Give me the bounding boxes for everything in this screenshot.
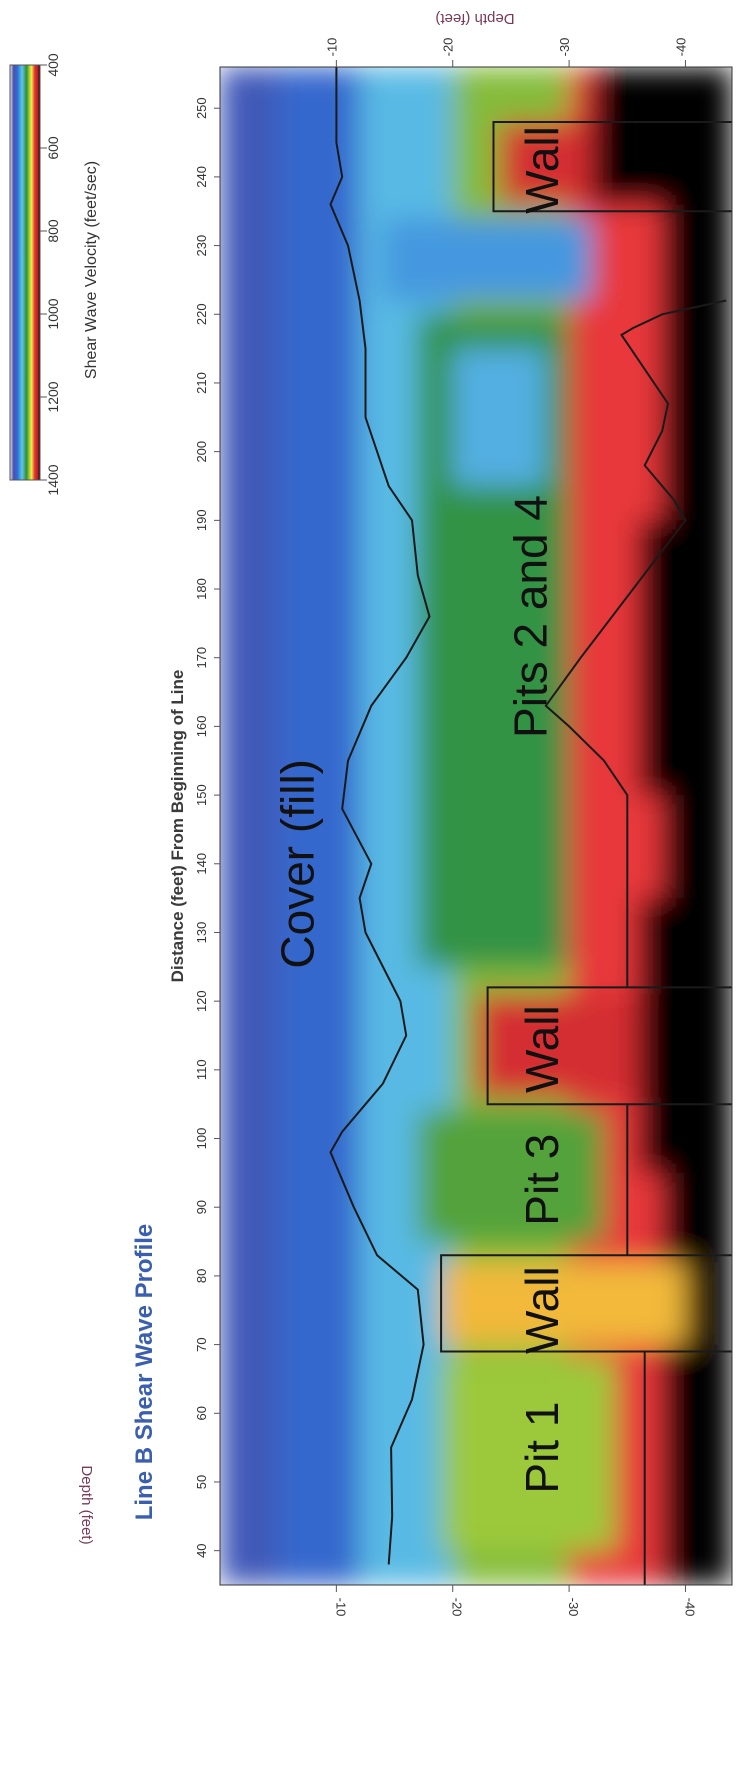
wall-fill (592, 67, 732, 205)
x-tick-label: 150 (194, 784, 209, 806)
pit-fill (441, 1358, 616, 1551)
wall-outline (440, 1254, 732, 1353)
x-tick-label: 230 (194, 235, 209, 257)
x-tick-label: 100 (194, 1128, 209, 1150)
pit-soft-zone (452, 348, 546, 486)
x-tick-label: 180 (194, 578, 209, 600)
cover-boundary-line (329, 67, 431, 1565)
pits-bottom-line (544, 299, 727, 988)
deep-zone (638, 520, 732, 796)
chart-title: Line B Shear Wave Profile (131, 1224, 158, 1521)
wall-fill (441, 1262, 686, 1345)
velocity-band (220, 67, 279, 1585)
colorbar: 400 600 800 1000 1200 1400 Shear Wave Velocit… (9, 53, 100, 496)
colorbar-ticks: 400 600 800 1000 1200 1400 (40, 53, 61, 496)
x-tick-label: 80 (194, 1269, 209, 1283)
x-tick-label: 170 (194, 647, 209, 669)
y-axis-left-ticks: -10 -20 -30 -40 (333, 1585, 698, 1617)
annotation-label: Wall (516, 1266, 568, 1354)
colorbar-tick-label: 800 (45, 219, 61, 243)
annotations: Cover (fill) Pit 1 Wall Pit 3 Wall Pits 2 and… (272, 126, 568, 1493)
y-tick-label-right: -30 (557, 38, 572, 57)
velocity-field (220, 67, 732, 1585)
x-tick-label: 200 (194, 441, 209, 463)
x-tick-label: 110 (194, 1059, 209, 1080)
annotation-label: Wall (516, 126, 568, 214)
y-tick-label-left: -10 (333, 1598, 348, 1617)
annotation-label: Wall (516, 1005, 568, 1093)
wall-outline (486, 986, 732, 1106)
x-tick-label: 40 (194, 1543, 209, 1557)
colorbar-tick-label: 400 (45, 53, 61, 77)
x-axis-label: Distance (feet) From Beginning of Line (168, 670, 187, 983)
y-tick-label-left: -40 (683, 1598, 698, 1617)
y-axis-label-right: Depth (feet) (435, 10, 514, 27)
x-tick-label: 60 (194, 1406, 209, 1420)
annotation-label: Pit 1 (516, 1402, 568, 1494)
x-tick-label: 70 (194, 1337, 209, 1351)
velocity-band (662, 67, 732, 1585)
plot-frame (219, 66, 733, 1586)
x-tick-label: 160 (194, 716, 209, 738)
x-tick-label: 220 (194, 303, 209, 325)
x-tick-label: 120 (194, 990, 209, 1012)
y-tick-label-left: -20 (450, 1598, 465, 1617)
deep-zone (638, 898, 732, 1173)
annotation-label: Pit 3 (516, 1134, 568, 1226)
y-tick-label-right: -20 (441, 38, 456, 57)
pit-soft-zone (382, 218, 593, 301)
x-tick-label: 130 (194, 922, 209, 944)
y-tick-label-right: -10 (324, 38, 339, 57)
wall-outline (492, 121, 732, 213)
x-tick-label: 210 (194, 372, 209, 394)
x-axis-ticks: 40 50 60 70 80 90 100 110 120 130 140 150 160 170 180 1… (194, 97, 220, 1558)
structure-outlines (440, 121, 732, 1585)
colorbar-tick-label: 1000 (45, 298, 61, 329)
x-tick-label: 50 (194, 1475, 209, 1489)
x-tick-label: 90 (194, 1200, 209, 1214)
plot-area (220, 67, 732, 1585)
annotation-label: Pits 2 and 4 (504, 495, 556, 738)
y-tick-label-right: -40 (674, 38, 689, 57)
x-tick-label: 140 (194, 853, 209, 875)
x-tick-label: 250 (194, 97, 209, 119)
x-tick-label: 190 (194, 509, 209, 531)
colorbar-bar (9, 64, 41, 481)
velocity-band (278, 67, 360, 1585)
colorbar-tick-label: 1400 (45, 464, 61, 495)
colorbar-tick-label: 600 (45, 136, 61, 160)
colorbar-tick-label: 1200 (45, 381, 61, 412)
pit-fill (417, 1111, 604, 1242)
annotation-label: Cover (fill) (272, 759, 324, 969)
y-axis-label-left: Depth (feet) (78, 1465, 95, 1544)
colorbar-label: Shear Wave Velocity (feet/sec) (83, 161, 100, 379)
x-tick-label: 240 (194, 166, 209, 188)
y-axis-right-ticks: -10 -20 -30 -40 (324, 38, 689, 67)
y-tick-label-left: -30 (566, 1598, 581, 1617)
